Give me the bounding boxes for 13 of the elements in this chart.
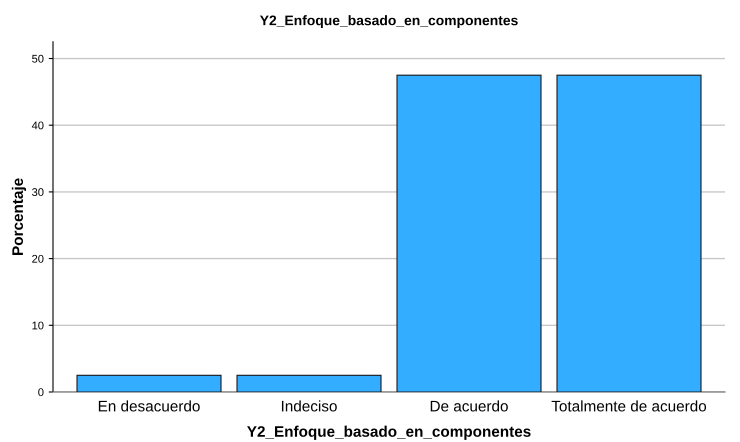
x-tick-label: Indeciso <box>282 400 337 412</box>
y-tick-label: 0 <box>38 388 44 396</box>
chart-title: Y2_Enfoque_basado_en_componentes <box>260 15 518 28</box>
y-tick-label: 10 <box>32 322 44 330</box>
x-tick-label: En desacuerdo <box>98 400 200 412</box>
y-axis-title: Porcentaje <box>12 178 26 255</box>
y-tick-label: 20 <box>32 254 44 263</box>
y-tick-label: 50 <box>32 54 44 63</box>
x-tick-label: De acuerdo <box>430 400 508 412</box>
x-axis-title: Y2_Enfoque_basado_en_componentes <box>247 426 531 440</box>
x-tick-label: Totalmente de acuerdo <box>552 400 706 412</box>
y-tick-label: 30 <box>32 188 44 196</box>
y-tick-label: 40 <box>32 121 44 130</box>
